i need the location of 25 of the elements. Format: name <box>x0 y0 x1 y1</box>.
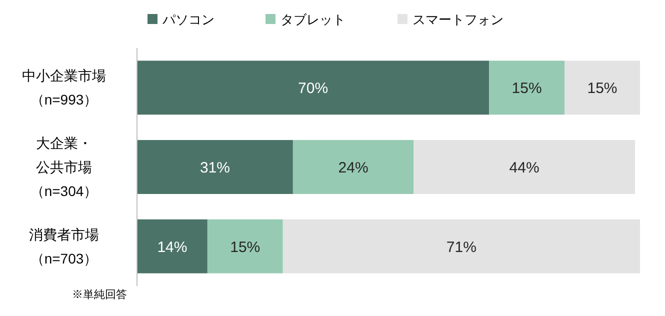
bar <box>137 60 490 115</box>
y-tick-label: 中小企業市場（n=993） <box>22 68 106 108</box>
data-label: 70% <box>298 80 328 98</box>
bar <box>564 60 640 115</box>
bar <box>137 140 293 194</box>
data-label: 71% <box>446 238 476 256</box>
data-label: 31% <box>200 160 230 176</box>
bar <box>414 140 635 194</box>
legend-label: タブレット <box>280 12 346 27</box>
data-label: 24% <box>338 160 368 176</box>
legend-label: パソコン <box>162 12 214 27</box>
data-label: 44% <box>509 160 540 176</box>
legend-label: スマートフォン <box>412 12 504 27</box>
data-label: 15% <box>230 238 260 256</box>
bar <box>282 219 640 274</box>
bar <box>292 140 414 194</box>
data-label: 15% <box>512 80 542 98</box>
text: ※単純回答 <box>72 289 127 301</box>
data-label: 15% <box>587 80 618 98</box>
bar <box>489 60 565 115</box>
data-label: 14% <box>157 238 188 256</box>
y-tick-label: 消費者市場（n=703） <box>29 226 99 266</box>
y-tick-label: 大企業・公共市場（n=304） <box>30 135 98 199</box>
bar <box>137 219 208 274</box>
bar <box>207 219 283 274</box>
